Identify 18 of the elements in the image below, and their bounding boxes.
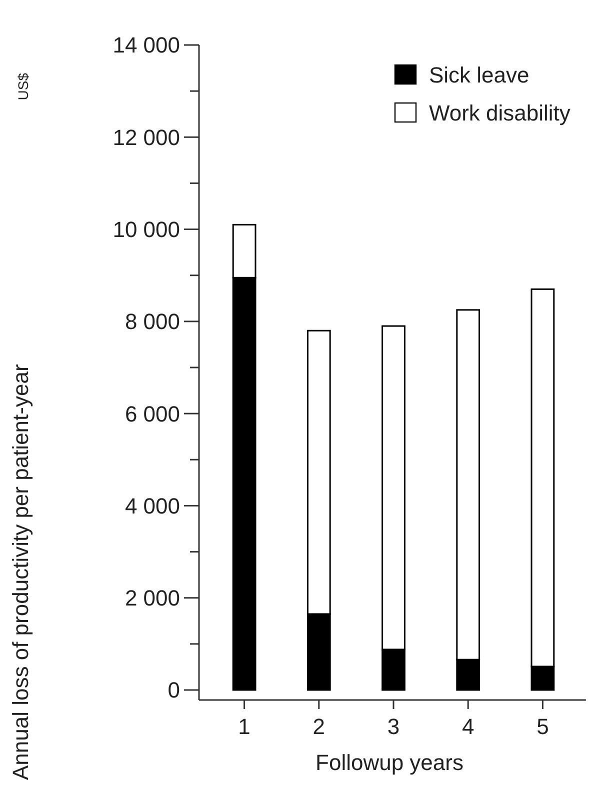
x-tick-label: 3 [387,714,400,739]
x-tick-label: 1 [238,714,250,739]
x-tick-label: 4 [462,714,474,739]
y-tick-label: 14 000 [112,32,180,58]
y-tick-label: 2 000 [124,586,180,611]
text: US$ [15,72,31,100]
legend-label: Sick leave [429,62,530,88]
y-axis-title: Annual loss of productivity per patient-year [8,364,33,780]
y-tick-label: 10 000 [112,216,180,242]
x-tick-label: 2 [312,714,326,739]
x-tick-label: 5 [536,714,549,739]
y-tick-label: 4 000 [124,493,180,518]
x-axis-title: Followup years [316,750,464,775]
y-tick-label: 8 000 [124,309,180,334]
y-tick-label: 0 [168,678,180,703]
legend-label: Work disability [429,100,570,126]
y-tick-label: 12 000 [112,124,180,150]
y-tick-label: 6 000 [124,401,180,426]
